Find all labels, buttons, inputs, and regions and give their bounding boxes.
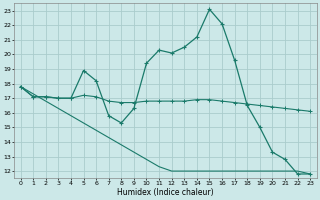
X-axis label: Humidex (Indice chaleur): Humidex (Indice chaleur): [117, 188, 214, 197]
